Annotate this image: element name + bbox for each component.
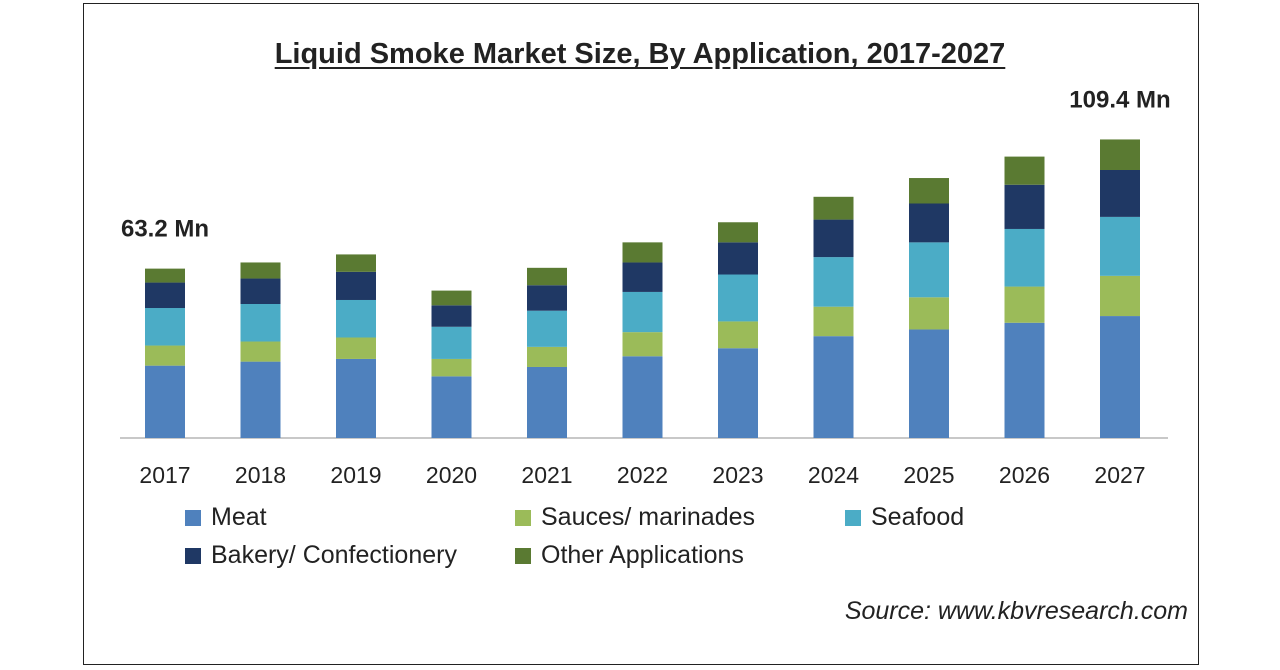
legend-label: Bakery/ Confectionery	[211, 541, 457, 569]
x-tick-label: 2026	[999, 462, 1050, 488]
bar-segment-2018-4	[240, 278, 281, 304]
legend-item-meat: Meat	[185, 503, 267, 532]
bar-segment-2023-1	[718, 348, 758, 438]
bar-segment-2026-5	[1004, 156, 1045, 185]
bar-segment-2026-1	[1004, 322, 1045, 438]
total-annotation: 63.2 Mn	[121, 216, 209, 243]
bar-segment-2019-4	[336, 271, 376, 300]
legend-label: Other Applications	[541, 541, 744, 569]
bar-segment-2019-3	[336, 299, 376, 338]
bar-segment-2017-1	[145, 365, 185, 438]
bar-segment-2019-2	[336, 337, 376, 359]
bar-segment-2027-5	[1100, 139, 1140, 170]
bar-segment-2022-3	[622, 291, 663, 333]
bar-segment-2026-4	[1004, 184, 1045, 229]
bar-segment-2023-2	[718, 321, 758, 349]
bar-segment-2025-2	[909, 297, 949, 330]
bar-segment-2020-4	[431, 305, 472, 327]
bar-segment-2024-1	[813, 336, 854, 438]
legend-swatch	[515, 509, 531, 526]
chart-title: Liquid Smoke Market Size, By Application…	[274, 38, 1006, 70]
bar-segment-2027-3	[1100, 216, 1140, 276]
bar-segment-2019-5	[336, 254, 376, 272]
x-tick-label: 2022	[617, 462, 668, 488]
bar-segment-2024-3	[813, 257, 854, 307]
bar-segment-2018-3	[240, 304, 281, 342]
bar-segment-2018-2	[240, 341, 281, 362]
bar-segment-2027-4	[1100, 170, 1140, 217]
legend-label: Sauces/ marinades	[541, 503, 756, 531]
bar-segment-2021-5	[527, 267, 567, 286]
bar-segment-2021-2	[527, 346, 567, 367]
bar-segment-2023-4	[718, 242, 758, 275]
bar-segment-2022-5	[622, 242, 663, 263]
x-tick-label: 2017	[139, 462, 190, 488]
bar-segment-2023-5	[718, 222, 758, 243]
bar-segment-2020-1	[431, 376, 472, 438]
bar-segment-2017-5	[145, 268, 185, 283]
legend-swatch	[185, 547, 201, 564]
bar-segment-2025-5	[909, 178, 949, 204]
bar-segment-2022-1	[622, 356, 663, 438]
bar-segment-2020-2	[431, 358, 472, 377]
source-note: Source: www.kbvresearch.com	[844, 597, 1188, 625]
bar-segment-2025-1	[909, 329, 949, 438]
bar-segment-2021-4	[527, 285, 567, 311]
bar-segment-2024-5	[813, 196, 854, 220]
x-tick-label: 2024	[808, 462, 859, 488]
x-tick-label: 2019	[330, 462, 381, 488]
legend-item-seafood: Seafood	[845, 503, 964, 532]
bar-segment-2026-3	[1004, 228, 1045, 287]
bar-segment-2022-4	[622, 262, 663, 292]
legend-item-bakery: Bakery/ Confectionery	[185, 541, 457, 570]
bar-segment-2024-4	[813, 219, 854, 258]
bar-segment-2023-3	[718, 274, 758, 322]
legend-item-other: Other Applications	[515, 541, 744, 570]
bar-segment-2027-2	[1100, 275, 1140, 317]
total-annotation: 109.4 Mn	[1069, 86, 1170, 113]
bar-segment-2019-1	[336, 358, 376, 438]
bar-segment-2018-1	[240, 361, 281, 438]
x-tick-label: 2027	[1094, 462, 1145, 488]
bar-segment-2017-2	[145, 345, 185, 366]
bar-segment-2024-2	[813, 306, 854, 337]
bar-segment-2020-5	[431, 290, 472, 306]
bar-segment-2020-3	[431, 326, 472, 359]
bar-segment-2022-2	[622, 332, 663, 357]
bar-segment-2025-4	[909, 203, 949, 243]
bar-segment-2017-4	[145, 282, 185, 309]
legend-swatch	[845, 509, 861, 526]
x-tick-label: 2020	[426, 462, 477, 488]
legend-label: Seafood	[871, 503, 965, 531]
bar-segment-2026-2	[1004, 286, 1045, 323]
x-tick-label: 2021	[521, 462, 572, 488]
bar-segment-2025-3	[909, 242, 949, 298]
legend-swatch	[515, 547, 531, 564]
chart-plot: 2017 2018 2019 2020 2021 2022 2023 2024 2025 2026…	[120, 86, 1171, 488]
bar-segment-2027-1	[1100, 316, 1140, 438]
bar-segment-2021-1	[527, 366, 567, 438]
legend-label: Meat	[211, 503, 267, 531]
legend-item-sauces: Sauces/ marinades	[515, 503, 755, 532]
legend: Meat Sauces/ marinades Seafood Bakery/ C…	[185, 503, 1025, 579]
x-tick-label: 2023	[712, 462, 763, 488]
x-tick-label: 2018	[235, 462, 286, 488]
bar-segment-2021-3	[527, 310, 567, 347]
legend-swatch	[185, 509, 201, 526]
bar-segment-2017-3	[145, 308, 185, 346]
x-tick-label: 2025	[903, 462, 954, 488]
bar-segment-2018-5	[240, 262, 281, 279]
